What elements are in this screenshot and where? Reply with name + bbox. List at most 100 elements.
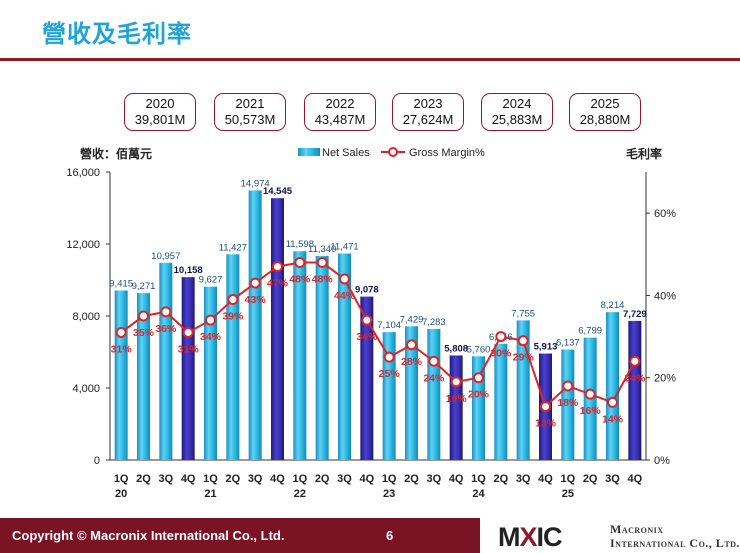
gross-margin-label: 34% bbox=[356, 331, 378, 343]
company-name-line2: International Co., Ltd. bbox=[610, 536, 740, 550]
sales-bar-label: 8,214 bbox=[601, 300, 625, 311]
gross-margin-point bbox=[115, 326, 127, 338]
year-label: 2023 bbox=[413, 96, 443, 111]
year-label: 2021 bbox=[235, 96, 265, 111]
year-total-box: 2025 28,880M bbox=[569, 93, 641, 131]
sales-bar bbox=[248, 190, 262, 460]
right-axis-tick-label: 0% bbox=[654, 455, 670, 467]
sales-bar bbox=[159, 262, 173, 460]
gross-margin-point bbox=[562, 380, 574, 392]
year-label: 2025 bbox=[590, 96, 620, 111]
gross-margin-point bbox=[607, 396, 618, 408]
logo-part: X bbox=[519, 522, 538, 552]
sales-bar bbox=[181, 277, 195, 460]
sales-bar bbox=[449, 355, 463, 460]
sales-bar bbox=[628, 320, 642, 460]
gross-margin-label: 47% bbox=[267, 278, 289, 290]
left-axis-tick-label: 16,000 bbox=[66, 167, 100, 179]
sales-bar-label: 6,799 bbox=[578, 326, 602, 337]
legend-bar-label: Net Sales bbox=[322, 147, 370, 159]
gross-margin-point bbox=[473, 372, 484, 384]
year-amount: 28,880M bbox=[579, 112, 631, 127]
company-name-line1: Macronix bbox=[610, 522, 664, 536]
gross-margin-point bbox=[361, 314, 373, 326]
sales-bar-label: 9,415 bbox=[109, 279, 133, 290]
right-axis-tick-label: 60% bbox=[654, 208, 676, 220]
gross-margin-label: 16% bbox=[580, 405, 602, 417]
sales-bar-label: 7,729 bbox=[623, 309, 647, 320]
sales-bar-label: 10,158 bbox=[174, 265, 203, 276]
sales-bar bbox=[472, 356, 485, 460]
gross-margin-label: 24% bbox=[624, 372, 646, 384]
gross-margin-label: 39% bbox=[222, 311, 244, 323]
year-amount: 25,883M bbox=[491, 112, 543, 127]
sales-bar-label: 14,545 bbox=[263, 186, 293, 197]
gross-margin-label: 18% bbox=[557, 397, 579, 409]
sales-bar bbox=[315, 255, 329, 460]
sales-bar bbox=[114, 290, 128, 460]
gross-margin-label: 24% bbox=[423, 372, 445, 384]
page-number: 6 bbox=[386, 528, 394, 543]
left-axis-tick-label: 4,000 bbox=[72, 383, 100, 395]
gross-margin-point bbox=[160, 306, 172, 318]
year-total-box: 2023 27,624M bbox=[392, 93, 464, 131]
gross-margin-label: 30% bbox=[490, 348, 512, 360]
year-label: 2020 bbox=[145, 96, 175, 111]
logo-part: IC bbox=[536, 522, 563, 552]
company-logo: MXIC bbox=[498, 522, 563, 553]
x-tick-label: 2Q bbox=[493, 473, 508, 485]
gross-margin-point bbox=[629, 355, 641, 367]
x-year-label: 20 bbox=[115, 488, 127, 500]
x-tick-label: 3Q bbox=[605, 473, 620, 485]
x-tick-label: 3Q bbox=[158, 473, 173, 485]
gross-margin-label: 34% bbox=[200, 331, 222, 343]
legend-line-marker bbox=[388, 147, 398, 157]
x-tick-label: 2Q bbox=[136, 473, 151, 485]
sales-bar-label: 9,271 bbox=[132, 281, 156, 292]
year-amount: 50,573M bbox=[224, 112, 276, 127]
sales-bar-label: 10,957 bbox=[151, 251, 180, 262]
gross-margin-label: 31% bbox=[178, 343, 200, 355]
x-tick-label: 4Q bbox=[538, 473, 553, 485]
x-tick-label: 2Q bbox=[583, 473, 598, 485]
x-tick-label: 2Q bbox=[404, 473, 419, 485]
year-label: 2024 bbox=[502, 96, 532, 111]
year-total-box: 2022 43,487M bbox=[304, 93, 376, 131]
x-tick-label: 2Q bbox=[225, 473, 240, 485]
gross-margin-point bbox=[339, 273, 350, 285]
x-tick-label: 1Q bbox=[292, 473, 307, 485]
x-tick-label: 4Q bbox=[449, 473, 464, 485]
sales-bar-label: 11,427 bbox=[219, 242, 247, 253]
left-axis-tick-label: 0 bbox=[94, 455, 100, 467]
gross-margin-label: 29% bbox=[513, 352, 535, 364]
gross-margin-label: 13% bbox=[535, 418, 557, 430]
sales-bar bbox=[271, 198, 284, 460]
year-amount: 27,624M bbox=[402, 112, 454, 127]
gross-margin-point bbox=[383, 351, 395, 363]
sales-bar bbox=[494, 343, 508, 460]
sales-bar-label: 7,104 bbox=[377, 320, 401, 331]
sales-bar-label: 7,755 bbox=[511, 308, 535, 319]
gross-margin-point bbox=[584, 388, 596, 400]
sales-bar bbox=[427, 328, 441, 460]
sales-bar bbox=[226, 254, 240, 460]
sales-bar bbox=[137, 293, 150, 460]
x-year-label: 25 bbox=[562, 488, 574, 500]
page-title: 營收及毛利率 bbox=[42, 20, 192, 48]
gross-margin-point bbox=[182, 326, 194, 338]
x-tick-label: 4Q bbox=[181, 473, 196, 485]
sales-bar-label: 5,808 bbox=[444, 343, 468, 354]
gross-margin-label: 36% bbox=[155, 323, 177, 335]
sales-bar-label: 7,429 bbox=[400, 314, 424, 325]
sales-bar-label: 7,283 bbox=[422, 317, 446, 328]
gross-margin-point bbox=[316, 257, 328, 269]
copyright-text: Copyright © Macronix International Co., … bbox=[12, 528, 285, 543]
x-year-label: 21 bbox=[204, 488, 216, 500]
gross-margin-label: 14% bbox=[602, 413, 624, 425]
legend-bar-swatch bbox=[298, 148, 320, 156]
sales-bar bbox=[382, 332, 396, 460]
sales-bar bbox=[606, 312, 619, 460]
sales-bar bbox=[561, 349, 575, 460]
x-tick-label: 3Q bbox=[248, 473, 263, 485]
gross-margin-label: 25% bbox=[379, 368, 401, 380]
